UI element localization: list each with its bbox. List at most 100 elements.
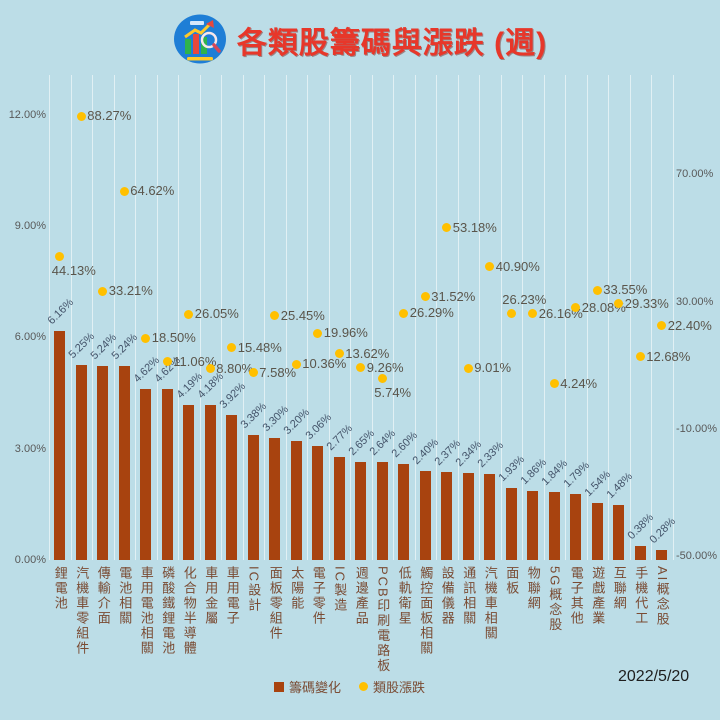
plot-gridline [70, 75, 72, 560]
scatter-value-label: 26.05% [194, 306, 239, 322]
scatter-dot [76, 111, 86, 121]
scatter-dot [399, 308, 409, 318]
plot-gridline [565, 75, 566, 560]
plot-gridline [543, 75, 545, 560]
chart-title: 各類股籌碼與漲跌 (週) [236, 27, 548, 60]
bar [226, 414, 238, 560]
scatter-value-label: 33.55% [603, 282, 648, 298]
category-label: 化合物半導體 [181, 566, 197, 656]
bar [570, 493, 582, 560]
plot-gridline [178, 75, 179, 560]
right-axis-tick-label: -50.00% [676, 550, 717, 563]
category-label: 週邊產品 [353, 566, 369, 626]
plot-gridline [522, 75, 523, 560]
scatter-value-label: 64.62% [130, 183, 175, 199]
scatter-value-label: 13.62% [345, 345, 390, 361]
scatter-dot [98, 286, 108, 296]
site-logo-icon [173, 14, 226, 64]
bar [97, 365, 109, 560]
plot-gridline [608, 75, 609, 560]
scatter-dot [442, 223, 452, 233]
scatter-value-label: 9.01% [474, 360, 512, 376]
scatter-dot [227, 343, 237, 353]
scatter-dot [162, 357, 172, 367]
category-label: 傳輸介面 [95, 566, 111, 626]
category-label: 車用金屬 [203, 566, 219, 626]
category-label: 電子其他 [568, 566, 584, 626]
right-axis-tick-label: 70.00% [676, 168, 714, 181]
scatter-dot [657, 321, 667, 331]
plot-gridline [135, 75, 136, 560]
chart-legend: 籌碼變化 類股漲跌 [274, 677, 425, 696]
scatter-value-label: 31.52% [431, 288, 476, 304]
category-label: 面板 [504, 566, 520, 596]
bar [355, 461, 367, 560]
bar [204, 404, 216, 560]
bar [161, 388, 173, 560]
category-label: 電池相關 [117, 566, 133, 626]
category-label: 5G概念股 [547, 566, 563, 633]
legend-item-dot: 類股漲跌 [359, 677, 425, 696]
scatter-value-label: 22.40% [667, 317, 712, 333]
bar [140, 388, 152, 560]
category-label: PCB印刷電路板 [375, 566, 391, 674]
scatter-value-label: 12.68% [646, 348, 691, 364]
date-label: 2022/5/20 [618, 668, 690, 685]
scatter-dot [334, 349, 344, 359]
right-axis-tick-label: -10.00% [676, 422, 717, 435]
scatter-value-label: 4.24% [560, 375, 598, 391]
bar [269, 437, 281, 560]
plot-gridline [221, 75, 222, 560]
category-label: 電子零件 [310, 566, 326, 626]
bar [183, 404, 195, 560]
bar [441, 472, 453, 560]
scatter-value-label: 26.23% [502, 291, 547, 307]
chart-header: 各類股籌碼與漲跌 (週) [0, 10, 720, 70]
category-label: 汽機車相關 [482, 566, 498, 641]
category-label: 設備儀器 [439, 566, 455, 626]
bar [75, 365, 87, 560]
scatter-value-label: 44.13% [51, 262, 96, 278]
bar [419, 470, 431, 560]
left-axis-tick-label: 3.00% [14, 442, 46, 455]
legend-item-bar: 籌碼變化 [274, 677, 341, 696]
scatter-value-label: 9.26% [366, 359, 404, 375]
scatter-dot [291, 359, 301, 369]
scatter-value-label: 5.74% [374, 384, 412, 400]
plot-gridline [414, 75, 416, 560]
bar [634, 545, 646, 560]
plot-gridline [307, 75, 308, 560]
category-label: 遊戲產業 [590, 566, 606, 626]
bar [527, 490, 539, 560]
category-label: 觸控面板相關 [418, 566, 434, 656]
scatter-dot [592, 285, 602, 295]
category-label: 汽機車零組件 [74, 566, 90, 656]
bar [462, 473, 474, 560]
bar [656, 549, 668, 560]
scatter-dot [119, 186, 129, 196]
category-label: 低軌衛星 [396, 566, 412, 626]
scatter-dot [248, 368, 258, 378]
scatter-dot [571, 303, 581, 313]
plot-gridline [436, 75, 437, 560]
scatter-dot [420, 292, 430, 302]
scatter-dot [313, 328, 323, 338]
bar [613, 505, 625, 560]
plot-gridline [264, 75, 265, 560]
bar [333, 457, 345, 560]
plot-gridline [199, 75, 201, 560]
scatter-value-label: 7.58% [259, 364, 297, 380]
plot-gridline [92, 75, 93, 560]
left-axis-tick-label: 6.00% [14, 331, 46, 344]
category-label: 磷酸鐵鋰電池 [160, 566, 176, 656]
scatter-value-label: 8.80% [216, 360, 254, 376]
bar [398, 463, 410, 560]
left-axis-tick-label: 12.00% [8, 108, 46, 121]
scatter-value-label: 26.29% [409, 305, 454, 321]
scatter-value-label: 53.18% [452, 219, 497, 235]
category-label: 物聯網 [525, 566, 541, 611]
scatter-dot [184, 309, 194, 319]
scatter-dot [485, 262, 495, 272]
